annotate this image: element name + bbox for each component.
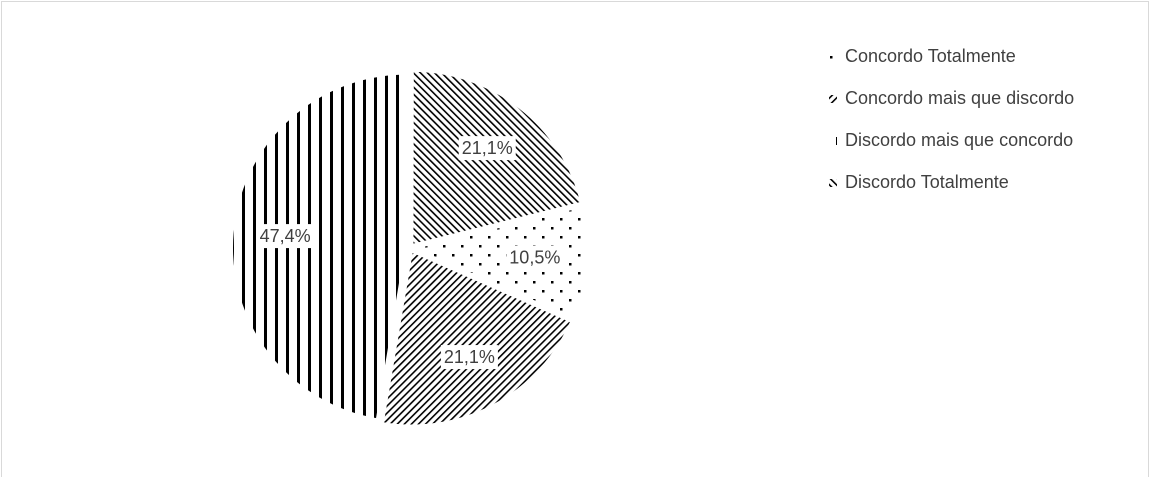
legend-swatch xyxy=(829,137,837,145)
data-label: 47,4% xyxy=(260,226,311,246)
pie-slice xyxy=(381,250,573,427)
legend-swatch xyxy=(829,53,837,61)
data-label: 21,1% xyxy=(444,347,495,367)
legend-label: Discordo mais que concordo xyxy=(845,130,1073,150)
legend-swatch xyxy=(829,179,837,187)
legend-swatch xyxy=(829,95,837,103)
data-label-box xyxy=(458,136,516,161)
legend-label: Discordo Totalmente xyxy=(845,172,1009,192)
data-label-box xyxy=(256,224,314,249)
data-label-box xyxy=(506,245,564,270)
data-label-box xyxy=(440,345,498,370)
pie-slice xyxy=(231,72,408,421)
pie-slice xyxy=(410,205,589,320)
data-label: 21,1% xyxy=(462,138,513,158)
legend-label: Concordo Totalmente xyxy=(845,46,1016,66)
legend-label: Concordo mais que discordo xyxy=(845,88,1074,108)
data-label: 10,5% xyxy=(509,247,560,267)
